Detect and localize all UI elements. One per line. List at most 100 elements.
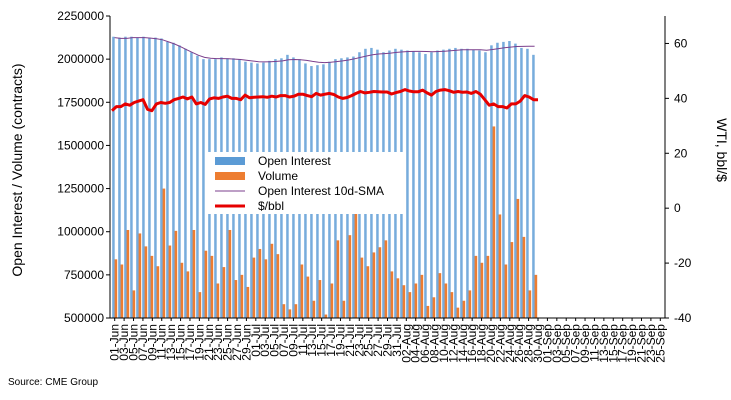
x-tick-label: 11-Jul: [296, 324, 310, 356]
x-tick-label: 25-Sep: [653, 324, 667, 363]
open-interest-bar: [466, 48, 469, 318]
x-tick-label: 14-Aug: [456, 324, 470, 363]
right-tick-label: -20: [674, 256, 692, 270]
open-interest-bar: [118, 37, 121, 318]
sma-line: [114, 37, 535, 64]
open-interest-bar: [172, 42, 175, 319]
right-axis-title: WTI, bbl/$: [714, 118, 730, 182]
volume-bar: [234, 280, 238, 318]
volume-bar: [384, 240, 388, 318]
x-tick-label: 07-Jun: [136, 324, 150, 361]
volume-bar: [216, 283, 220, 318]
x-tick-label: 29-Jun: [239, 324, 253, 361]
open-interest-bar: [454, 47, 457, 318]
volume-bar: [318, 280, 322, 318]
x-tick-label: 11-Jun: [155, 324, 169, 360]
legend-label-sma: Open Interest 10d-SMA: [258, 184, 384, 198]
volume-bar: [342, 300, 346, 318]
open-interest-bar: [496, 42, 499, 319]
volume-bar: [306, 276, 310, 318]
x-tick-label: 03-Jun: [117, 324, 131, 361]
volume-bar: [522, 236, 526, 318]
open-interest-bar: [436, 50, 439, 319]
volume-bar: [270, 243, 274, 318]
volume-bar: [420, 274, 424, 318]
x-tick-label: 03-Jul: [258, 324, 272, 357]
left-tick-label: 1500000: [57, 138, 104, 152]
x-tick-label: 13-Jul: [305, 324, 319, 357]
x-tick-label: 07-Jul: [277, 324, 291, 357]
x-tick-label: 06-Aug: [418, 324, 432, 363]
source-note: Source: CME Group: [8, 377, 98, 388]
open-interest-bar: [160, 38, 163, 318]
x-tick-label: 03-Sep: [550, 324, 564, 363]
volume-bar: [138, 233, 142, 318]
legend-label-price: $/bbl: [258, 199, 284, 213]
volume-bar: [150, 255, 154, 318]
volume-bar: [360, 257, 364, 318]
left-tick-label: 2000000: [57, 52, 104, 66]
price-line: [110, 88, 538, 113]
x-tick-label: 05-Jun: [127, 324, 141, 361]
volume-bar: [432, 297, 436, 318]
open-interest-bar: [502, 41, 505, 319]
open-interest-bar: [202, 59, 205, 319]
volume-bar: [516, 198, 520, 318]
x-tick-label: 21-Jun: [202, 324, 216, 361]
x-tick-label: 27-Jun: [230, 324, 244, 361]
volume-bar: [276, 254, 280, 318]
volume-bar: [162, 188, 166, 318]
volume-bar: [354, 192, 358, 318]
open-interest-bar: [184, 48, 187, 318]
left-tick-label: 1000000: [57, 225, 104, 239]
x-tick-label: 30-Aug: [531, 324, 545, 363]
volume-bar: [480, 262, 484, 318]
x-tick-label: 17-Jul: [324, 324, 338, 357]
volume-bar: [504, 264, 508, 318]
volume-bar: [174, 230, 178, 318]
open-interest-bar: [148, 37, 151, 318]
open-interest-bar: [112, 36, 115, 319]
volume-bar: [414, 283, 418, 318]
open-interest-bar: [142, 36, 145, 319]
volume-bars: [114, 126, 538, 319]
open-interest-bar: [478, 50, 481, 319]
volume-bar: [468, 290, 472, 318]
open-interest-bar: [514, 43, 517, 319]
x-tick-label: 16-Aug: [465, 324, 479, 363]
volume-bar: [198, 292, 202, 318]
x-tick-label: 09-Jul: [286, 324, 300, 357]
volume-bar: [120, 264, 124, 318]
volume-bar: [402, 285, 406, 318]
legend: Open Interest Volume Open Interest 10d-S…: [207, 152, 403, 214]
x-tick-label: 18-Aug: [475, 324, 489, 363]
x-tick-label: 07-Sep: [569, 324, 583, 363]
volume-bar: [324, 314, 328, 318]
left-tick-label: 1250000: [57, 182, 104, 196]
volume-bar: [264, 259, 268, 318]
volume-bar: [228, 229, 232, 318]
x-tick-label: 21-Sep: [634, 324, 648, 363]
open-interest-bar: [154, 37, 157, 318]
volume-bar: [444, 283, 448, 318]
left-tick-label: 750000: [64, 268, 104, 282]
x-tick-label: 01-Jun: [108, 324, 122, 361]
volume-bar: [366, 266, 370, 318]
volume-bar: [312, 300, 316, 318]
volume-bar: [186, 271, 190, 318]
x-tick-label: 08-Aug: [428, 324, 442, 363]
volume-bar: [486, 255, 490, 318]
volume-bar: [408, 292, 412, 318]
x-tick-label: 02-Aug: [399, 324, 413, 363]
x-tick-label: 04-Aug: [409, 324, 423, 363]
open-interest-bar: [472, 49, 475, 318]
x-tick-label: 01-Sep: [540, 324, 554, 363]
open-interest-bar: [490, 45, 493, 318]
volume-bar: [240, 274, 244, 318]
volume-bar: [180, 262, 184, 318]
volume-bar: [156, 266, 160, 318]
volume-bar: [348, 235, 352, 318]
left-tick-label: 500000: [64, 311, 104, 325]
legend-label-volume: Volume: [258, 169, 298, 183]
open-interest-bar: [406, 50, 409, 319]
